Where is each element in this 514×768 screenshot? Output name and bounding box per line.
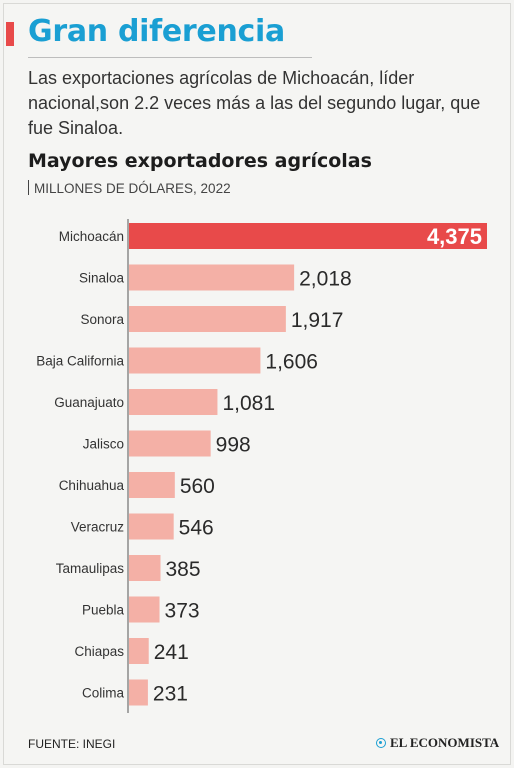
bar [129, 679, 148, 706]
bar-value-label: 1,917 [291, 309, 344, 332]
bar-value-label: 1,606 [265, 351, 318, 374]
category-label: Chiapas [74, 644, 124, 659]
category-label: Baja California [36, 354, 124, 369]
category-label: Chihuahua [59, 478, 125, 493]
headline-divider [28, 57, 312, 58]
category-label: Guanajuato [54, 395, 124, 410]
bar-value-label: 241 [154, 641, 189, 664]
bar [129, 223, 487, 249]
infographic-frame [3, 3, 511, 765]
category-label: Jalisco [83, 437, 124, 452]
category-label: Sinaloa [79, 271, 125, 286]
unit-pipe [28, 180, 29, 195]
unit-text: MILLONES DE DÓLARES, 2022 [34, 181, 231, 196]
headline: Gran diferencia [28, 14, 285, 49]
brand-name: EL ECONOMISTA [390, 735, 500, 750]
bar [129, 389, 218, 415]
brand-logo: EL ECONOMISTA [376, 735, 499, 751]
bar-value-label: 2,018 [299, 268, 352, 291]
bar-value-label: 546 [179, 517, 214, 540]
intro-text: Las exportaciones agrícolas de Michoacán… [28, 68, 481, 138]
globe-icon [376, 738, 386, 748]
category-label: Michoacán [59, 229, 124, 244]
bar [129, 430, 211, 457]
bar [129, 306, 286, 332]
bar-value-label: 231 [153, 683, 188, 706]
bar-value-label: 373 [165, 600, 200, 623]
bar-value-label: 385 [166, 558, 201, 581]
bar [129, 347, 261, 374]
source-note: FUENTE: INEGI [28, 737, 116, 751]
category-label: Tamaulipas [56, 561, 125, 576]
category-label: Colima [82, 686, 125, 701]
bar [129, 638, 149, 664]
category-label: Veracruz [71, 520, 125, 535]
bar-value-label: 560 [180, 475, 215, 498]
bar-value-label: 998 [216, 434, 251, 457]
bar [129, 555, 161, 581]
bar [129, 264, 295, 291]
chart-unit-label: MILLONES DE DÓLARES, 2022 [28, 180, 231, 196]
headline-accent-bar [6, 22, 14, 46]
chart-title: Mayores exportadores agrícolas [28, 150, 372, 172]
bar [129, 513, 174, 540]
bar [129, 596, 160, 623]
bar [129, 472, 175, 498]
category-label: Puebla [82, 603, 125, 618]
bar-value-label: 4,375 [427, 224, 482, 249]
bar-value-label: 1,081 [222, 392, 275, 415]
category-label: Sonora [80, 312, 124, 327]
